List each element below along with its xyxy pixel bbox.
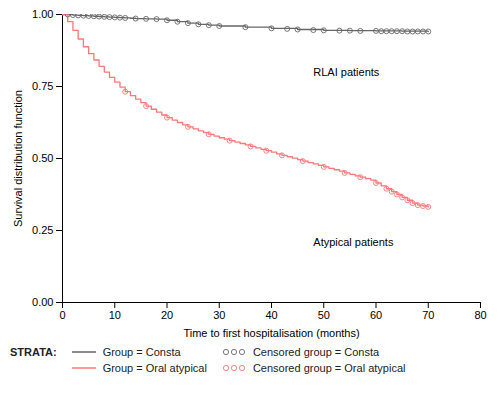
html-text:Group = Oral atypical: Group = Oral atypical	[102, 362, 207, 374]
svg-text:RLAI patients: RLAI patients	[313, 66, 380, 78]
svg-text:1.00: 1.00	[32, 8, 53, 20]
svg-text:70: 70	[422, 309, 434, 321]
svg-text:0.75: 0.75	[32, 80, 53, 92]
svg-text:20: 20	[161, 309, 173, 321]
svg-text:30: 30	[213, 309, 225, 321]
html-text:Censored group = Consta: Censored group = Consta	[252, 346, 380, 358]
svg-text:0: 0	[59, 309, 65, 321]
svg-text:0.25: 0.25	[32, 224, 53, 236]
svg-text:Atypical patients: Atypical patients	[313, 236, 394, 248]
svg-text:Time to first hospitalisation: Time to first hospitalisation (months)	[183, 327, 359, 339]
svg-text:60: 60	[370, 309, 382, 321]
svg-text:50: 50	[318, 309, 330, 321]
svg-text:0.00: 0.00	[32, 296, 53, 308]
html-text:Group = Consta: Group = Consta	[102, 346, 181, 358]
svg-text:10: 10	[109, 309, 121, 321]
svg-text:Survival distribution function: Survival distribution function	[12, 90, 24, 227]
html-text:STRATA:: STRATA:	[10, 346, 57, 358]
svg-text:40: 40	[265, 309, 277, 321]
svg-text:0.50: 0.50	[32, 152, 53, 164]
html-text:Censored group = Oral atypical: Censored group = Oral atypical	[252, 362, 406, 374]
svg-text:80: 80	[474, 309, 486, 321]
